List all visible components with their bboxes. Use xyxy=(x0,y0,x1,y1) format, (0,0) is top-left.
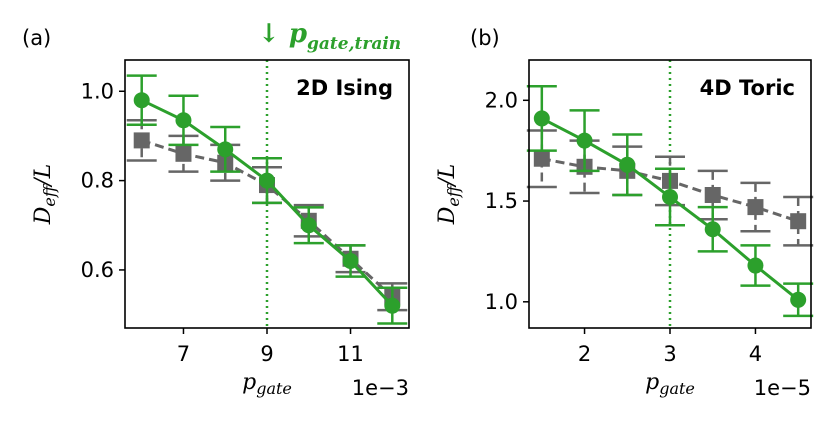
inset-label: 2D Ising xyxy=(296,76,393,100)
data-point xyxy=(533,150,550,167)
data-point xyxy=(342,253,359,269)
y-tick-label: 1.0 xyxy=(485,290,518,314)
data-point xyxy=(576,132,593,149)
error-bar xyxy=(740,181,771,233)
error-bar xyxy=(783,195,814,247)
data-point xyxy=(662,189,678,206)
data-point xyxy=(704,187,721,204)
x-tick-label: 3 xyxy=(663,342,676,366)
annotation-sub: gate,train xyxy=(307,34,401,54)
data-point xyxy=(790,213,807,230)
x-axis-label: pgate xyxy=(645,370,695,398)
data-point xyxy=(259,172,275,189)
data-point xyxy=(133,92,150,109)
x-tick-label: 2 xyxy=(578,342,591,366)
data-point xyxy=(790,291,807,308)
annotation-main: ↓ p xyxy=(258,19,307,49)
data-point xyxy=(133,132,150,149)
y-tick-label: 0.6 xyxy=(81,258,114,282)
y-axis-label: Deff/L xyxy=(435,164,463,225)
data-point xyxy=(533,110,550,127)
x-tick-label: 11 xyxy=(337,342,364,366)
data-point xyxy=(619,156,636,173)
x-tick-label: 9 xyxy=(260,342,273,366)
y-tick-label: 1.5 xyxy=(485,189,518,213)
x-tick-label: 7 xyxy=(177,342,190,366)
data-point xyxy=(300,217,317,234)
data-point xyxy=(175,112,192,129)
series-green-circles xyxy=(126,74,408,325)
data-point xyxy=(747,257,764,274)
series-green-circles xyxy=(526,84,814,318)
y-axis-label: Deff/L xyxy=(31,164,59,225)
panel-label: (b) xyxy=(470,26,500,50)
data-point xyxy=(217,141,234,158)
data-point xyxy=(175,145,192,162)
x-offset-text: 1e−5 xyxy=(754,376,811,400)
data-point xyxy=(704,221,721,238)
chart-panel-a: (a) 7 9 11 0.6 0.8 1.0 2D Ising pgate 1e−3 Deff/L xyxy=(22,26,410,400)
series-gray-squares xyxy=(126,119,408,312)
y-tick-label: 0.8 xyxy=(81,169,114,193)
panel-label: (a) xyxy=(22,26,51,50)
data-point xyxy=(384,297,401,314)
x-axis-label: pgate xyxy=(242,370,292,398)
gate-train-annotation: ↓ pgate,train xyxy=(258,19,401,54)
data-point xyxy=(747,199,764,216)
inset-label: 4D Toric xyxy=(700,76,795,100)
x-offset-text: 1e−3 xyxy=(352,376,409,400)
x-tick-label: 4 xyxy=(749,342,762,366)
y-tick-label: 2.0 xyxy=(485,88,518,112)
y-tick-label: 1.0 xyxy=(81,79,114,103)
chart-panel-b: (b) 2 3 4 1.0 1.5 2.0 4D Toric pgate 1e−5 Deff/L xyxy=(435,26,814,400)
